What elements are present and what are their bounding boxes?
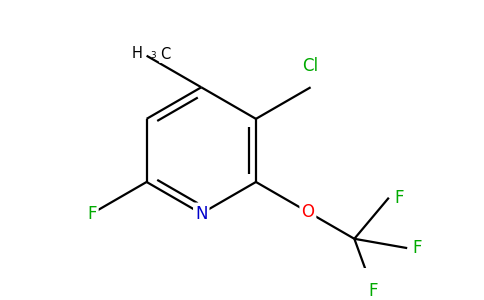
Text: N: N: [195, 205, 208, 223]
Text: O: O: [302, 203, 315, 221]
Text: H: H: [132, 46, 142, 61]
Text: F: F: [394, 189, 404, 207]
Text: F: F: [412, 239, 422, 257]
Text: F: F: [368, 282, 378, 300]
Text: F: F: [87, 205, 97, 223]
Text: $_3$: $_3$: [150, 48, 157, 61]
Text: Cl: Cl: [302, 57, 318, 75]
Text: C: C: [160, 47, 170, 62]
